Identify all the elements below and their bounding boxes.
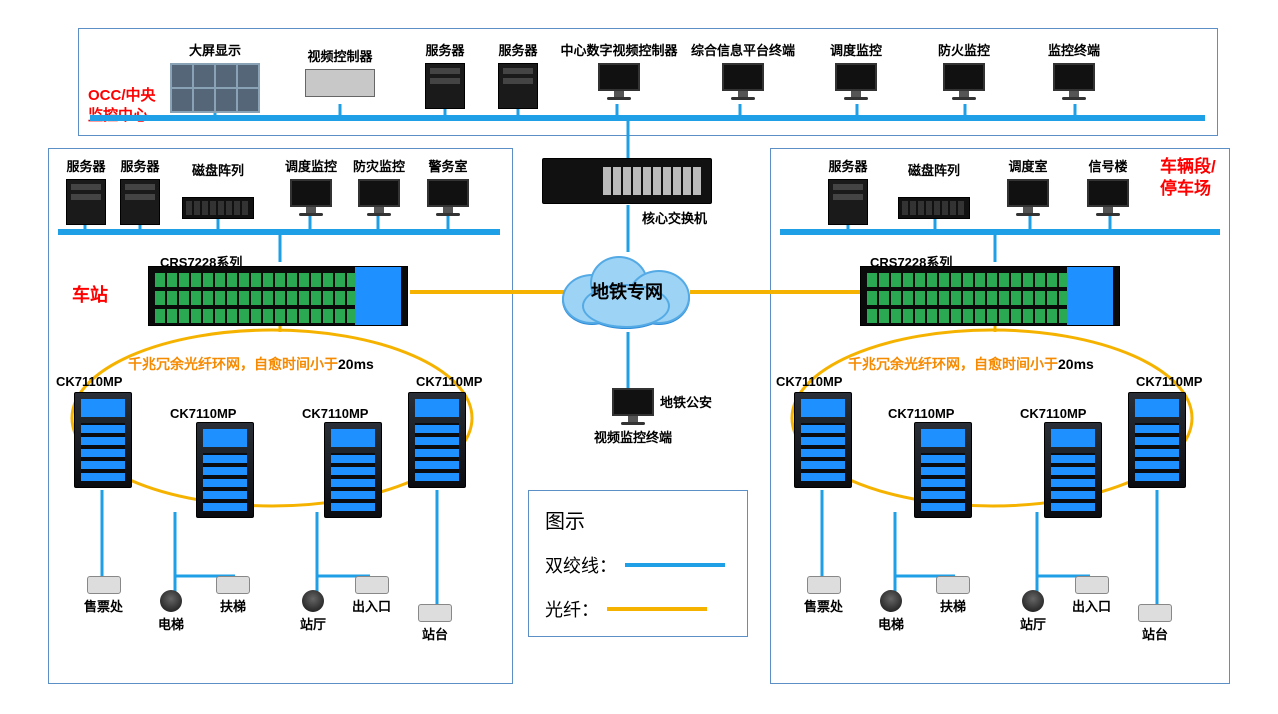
station-cam-entrance: 出入口 <box>352 576 391 615</box>
depot-rack-switch <box>860 266 1120 326</box>
station-cam-hall: 站厅 <box>300 590 326 633</box>
depot-server: 服务器 <box>828 156 868 225</box>
station-indsw2 <box>196 422 254 518</box>
occ-info-platform: 综合信息平台终端 <box>688 40 798 100</box>
occ-zone-label: OCC/中央监控中心 <box>88 86 158 125</box>
occ-large-screen: 大屏显示 <box>170 40 260 113</box>
station-disaster-monitor: 防灾监控 <box>353 156 405 216</box>
station-ring-label: 千兆冗余光纤环网，自愈时间小于20ms <box>128 354 374 374</box>
station-cam-platform: 站台 <box>418 604 452 643</box>
legend-title: 图示 <box>545 505 731 534</box>
station-indsw3 <box>324 422 382 518</box>
depot-cam-platform: 站台 <box>1138 604 1172 643</box>
station-dispatch-monitor: 调度监控 <box>285 156 337 216</box>
depot-cam-elevator: 电梯 <box>878 590 904 633</box>
occ-server-2: 服务器 <box>498 40 538 109</box>
depot-cam-entrance: 出入口 <box>1072 576 1111 615</box>
occ-cdvc: 中心数字视频控制器 <box>560 40 678 100</box>
station-rack-switch <box>148 266 408 326</box>
station-police-room: 警务室 <box>424 156 472 216</box>
depot-indsw3 <box>1044 422 1102 518</box>
depot-cam-hall: 站厅 <box>1020 590 1046 633</box>
station-server-2: 服务器 <box>120 156 160 225</box>
occ-dispatch-monitor: 调度监控 <box>830 40 882 100</box>
core-switch <box>542 158 712 204</box>
station-indsw3-label: CK7110MP <box>302 406 368 421</box>
core-switch-label: 核心交换机 <box>642 208 707 227</box>
station-cam-ticket: 售票处 <box>84 576 123 615</box>
station-indsw1 <box>74 392 132 488</box>
depot-signal-building: 信号楼 <box>1084 156 1132 216</box>
legend-twisted-pair: 双绞线： <box>545 552 731 578</box>
station-indsw2-label: CK7110MP <box>170 406 236 421</box>
station-indsw4-label: CK7110MP <box>416 374 482 389</box>
depot-indsw1-label: CK7110MP <box>776 374 842 389</box>
depot-zone-label: 车辆段/停车场 <box>1160 156 1220 200</box>
occ-monitor-terminal: 监控终端 <box>1048 40 1100 100</box>
station-indsw4 <box>408 392 466 488</box>
depot-indsw3-label: CK7110MP <box>1020 406 1086 421</box>
metro-cloud: 地铁专网 <box>562 250 692 330</box>
depot-dispatch-room: 调度室 <box>1004 156 1052 216</box>
depot-indsw2-label: CK7110MP <box>888 406 954 421</box>
legend-box: 图示 双绞线： 光纤： <box>528 490 748 637</box>
depot-indsw4 <box>1128 392 1186 488</box>
occ-server-1: 服务器 <box>425 40 465 109</box>
station-cam-elevator: 电梯 <box>158 590 184 633</box>
station-server-1: 服务器 <box>66 156 106 225</box>
occ-fire-monitor: 防火监控 <box>938 40 990 100</box>
station-zone-label: 车站 <box>72 284 108 307</box>
legend-fiber: 光纤： <box>545 596 731 622</box>
station-indsw1-label: CK7110MP <box>56 374 122 389</box>
video-terminal: 视频监控终端 <box>594 388 672 446</box>
depot-disk-array: 磁盘阵列 <box>898 160 970 219</box>
depot-indsw1 <box>794 392 852 488</box>
depot-cam-ticket: 售票处 <box>804 576 843 615</box>
depot-ring-label: 千兆冗余光纤环网，自愈时间小于20ms <box>848 354 1094 374</box>
station-disk-array: 磁盘阵列 <box>182 160 254 219</box>
depot-indsw2 <box>914 422 972 518</box>
station-cam-escalator: 扶梯 <box>216 576 250 615</box>
depot-cam-escalator: 扶梯 <box>936 576 970 615</box>
occ-video-controller: 视频控制器 <box>305 46 375 97</box>
depot-indsw4-label: CK7110MP <box>1136 374 1202 389</box>
